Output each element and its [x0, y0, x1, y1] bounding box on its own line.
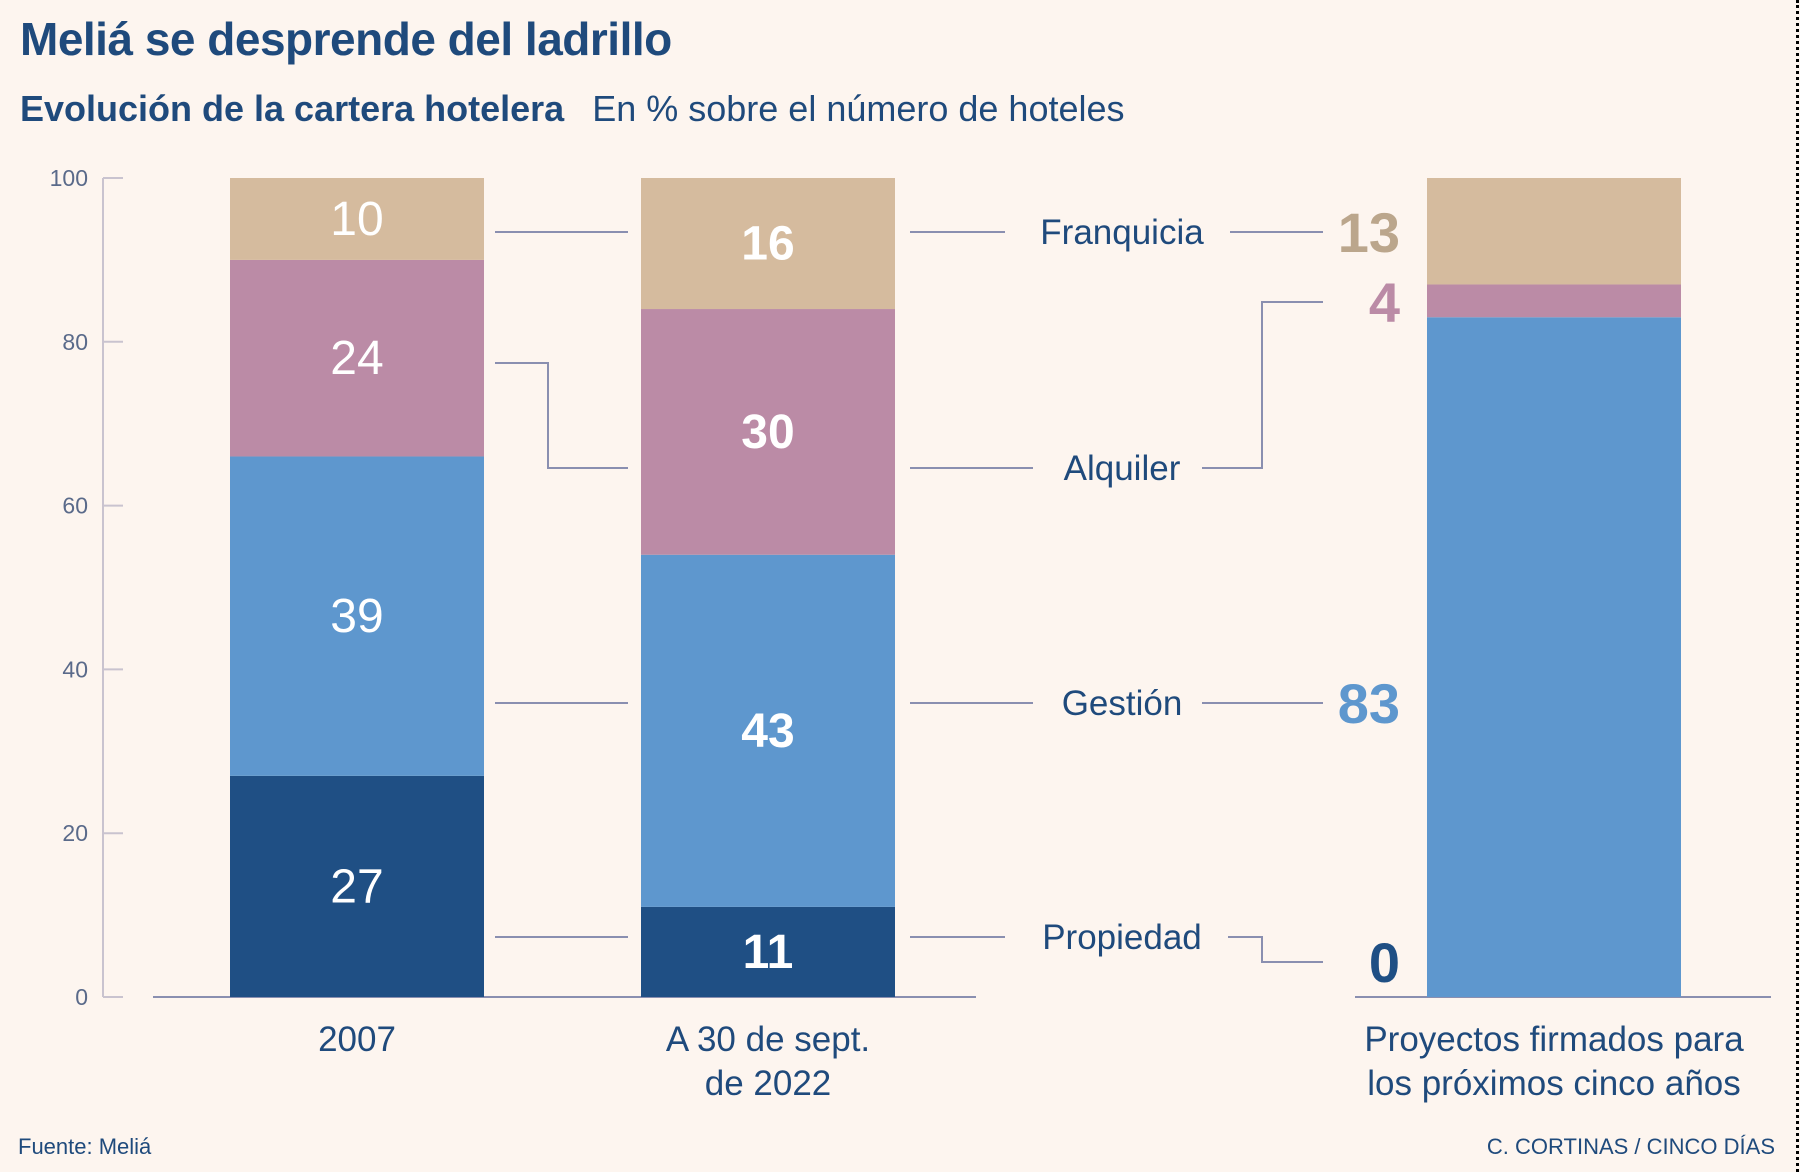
projects-value-gestión: 83	[1338, 672, 1400, 735]
bar-value-label: 30	[741, 406, 794, 459]
credit-note: C. CORTINAS / CINCO DÍAS	[1486, 1134, 1775, 1159]
source-note: Fuente: Meliá	[18, 1134, 152, 1159]
category-label: de 2022	[705, 1064, 832, 1103]
bar-segment-alquiler	[641, 309, 895, 555]
bar-value-label: 16	[741, 218, 794, 271]
legend-label-gestión: Gestión	[1062, 684, 1183, 723]
bar-value-label: 10	[330, 193, 383, 246]
y-tick-label: 100	[50, 165, 88, 191]
connector-line-alquiler	[1202, 301, 1323, 469]
bar-segment-alquiler	[1427, 284, 1681, 318]
category-label: Proyectos firmados para	[1364, 1020, 1744, 1059]
bar-segment-propiedad	[641, 906, 895, 997]
y-tick-label: 60	[62, 493, 88, 519]
bar-value-label: 43	[741, 705, 794, 758]
projects-value-franquicia: 13	[1338, 201, 1400, 264]
bar-segment-alquiler	[230, 259, 484, 457]
connector-line-propiedad	[1228, 936, 1323, 963]
connector-line-alquiler	[495, 362, 628, 469]
bar-segment-propiedad	[230, 775, 484, 997]
chart-subtitle: Evolución de la cartera hotelera En % sob…	[20, 88, 1125, 130]
chart-title: Meliá se desprende del ladrillo	[20, 13, 672, 65]
category-label: los próximos cinco años	[1367, 1064, 1741, 1103]
subtitle-text: Evolución de la cartera hotelera	[20, 88, 565, 129]
bar-segment-franquicia	[230, 178, 484, 260]
bar-segment-gestión	[641, 554, 895, 907]
projects-value-alquiler: 4	[1369, 271, 1400, 334]
y-tick-label: 0	[75, 984, 88, 1010]
projects-value-propiedad: 0	[1369, 931, 1400, 994]
bar-segment-franquicia	[641, 178, 895, 310]
category-label: A 30 de sept.	[666, 1020, 870, 1059]
y-tick-label: 20	[62, 820, 88, 846]
legend-label-franquicia: Franquicia	[1040, 213, 1204, 252]
dotted-border	[1796, 0, 1799, 1172]
bar-value-label: 27	[330, 860, 383, 913]
bar-value-label: 24	[330, 332, 383, 385]
category-label: 2007	[318, 1020, 396, 1059]
bar-value-label: 39	[330, 590, 383, 643]
legend-label-alquiler: Alquiler	[1064, 449, 1181, 488]
bar-segment-gestión	[230, 456, 484, 776]
y-tick-label: 40	[62, 656, 88, 682]
bar-segment-gestión	[1427, 317, 1681, 998]
y-tick-label: 80	[62, 329, 88, 355]
bar-value-label: 11	[743, 926, 794, 979]
legend-label-propiedad: Propiedad	[1042, 918, 1202, 957]
unit-note: En % sobre el número de hoteles	[592, 88, 1125, 129]
bar-segment-franquicia	[1427, 178, 1681, 285]
